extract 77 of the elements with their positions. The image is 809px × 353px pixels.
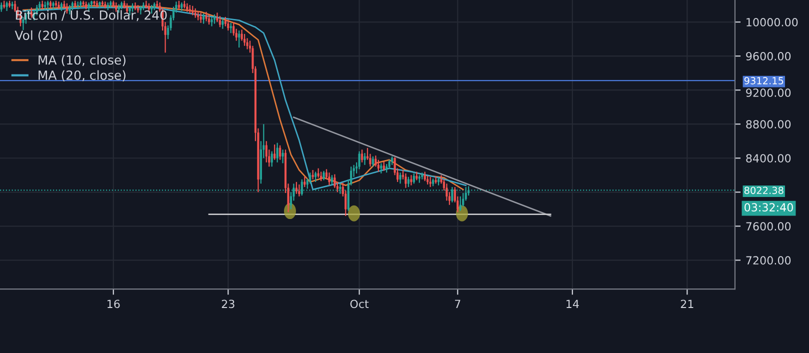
candlestick (192, 5, 194, 16)
ref-line-label: 8022.38 (744, 186, 784, 194)
candlestick (265, 140, 268, 163)
candlestick (317, 168, 320, 178)
annotation: Vol (20) (14, 30, 62, 42)
y-tick-label: 10000.00 (746, 18, 798, 26)
candlestick (424, 171, 426, 182)
candlestick (295, 181, 298, 194)
candlestick (208, 14, 210, 26)
candlestick (210, 16, 213, 27)
y-tick-label: 8400.00 (746, 154, 791, 162)
candlestick (282, 149, 284, 164)
candlestick (304, 176, 306, 188)
candlestick (446, 183, 448, 202)
x-tick-label: 23 (222, 300, 234, 308)
candlestick (412, 172, 415, 184)
x-tick-label: Oct (350, 300, 369, 308)
candlestick (205, 11, 208, 22)
candlestick (399, 172, 402, 184)
candlestick (364, 152, 366, 166)
candlestick (298, 184, 300, 197)
candlestick (218, 16, 221, 28)
legend-label: MA (20, close) (38, 70, 126, 82)
candlestick (328, 172, 330, 186)
candlestick (200, 12, 202, 24)
candlestick (374, 155, 377, 168)
y-tick-label: 8800.00 (746, 120, 791, 128)
candlestick (377, 159, 380, 172)
x-tick-label: 14 (566, 300, 579, 308)
candlestick (410, 174, 412, 186)
candlestick (244, 33, 246, 46)
candlestick (213, 14, 216, 24)
candlestick (334, 174, 336, 188)
candlestick (38, 1, 41, 12)
candlestick (202, 12, 205, 24)
candlestick (320, 171, 322, 182)
candlestick (216, 12, 218, 23)
ref-line-label: 9312.15 (744, 77, 784, 84)
candlestick (279, 144, 282, 160)
candlestick (274, 144, 276, 160)
candlestick (224, 16, 226, 27)
x-tick-label: 16 (108, 300, 120, 308)
candlestick (238, 30, 240, 48)
y-tick-label: 9600.00 (746, 52, 791, 60)
candlestick (309, 172, 312, 184)
y-tick-label: 9200.00 (746, 88, 791, 97)
candlestick (360, 149, 364, 163)
candlestick (382, 160, 385, 172)
x-tick-label: 7 (455, 300, 460, 308)
candlestick (322, 170, 325, 181)
candlestick (0, 2, 2, 12)
candlestick (358, 150, 360, 170)
candlestick (232, 21, 235, 36)
candlestick (227, 18, 230, 32)
candlestick (459, 196, 462, 212)
candlestick (429, 176, 432, 188)
candlestick (246, 38, 248, 50)
candlestick (222, 18, 224, 30)
candlestick (6, 1, 8, 12)
candlestick (11, 1, 14, 10)
candlestick (194, 8, 196, 18)
candlestick (270, 150, 273, 168)
legend-label: MA (10, close) (38, 55, 126, 66)
candlestick (314, 171, 317, 182)
candlestick (276, 142, 278, 163)
x-tick-label: 21 (680, 300, 694, 308)
candlestick (404, 172, 407, 188)
y-tick-label: 7600.00 (746, 222, 791, 231)
candlestick (372, 156, 374, 168)
candlestick (330, 174, 333, 186)
text: 03:32:40 (744, 203, 793, 212)
candlestick (380, 162, 382, 174)
candlestick (197, 10, 200, 21)
candlestick (312, 169, 314, 180)
candlestick (230, 22, 232, 34)
y-tick-label: 7200.00 (746, 256, 791, 265)
candlestick (407, 176, 410, 188)
